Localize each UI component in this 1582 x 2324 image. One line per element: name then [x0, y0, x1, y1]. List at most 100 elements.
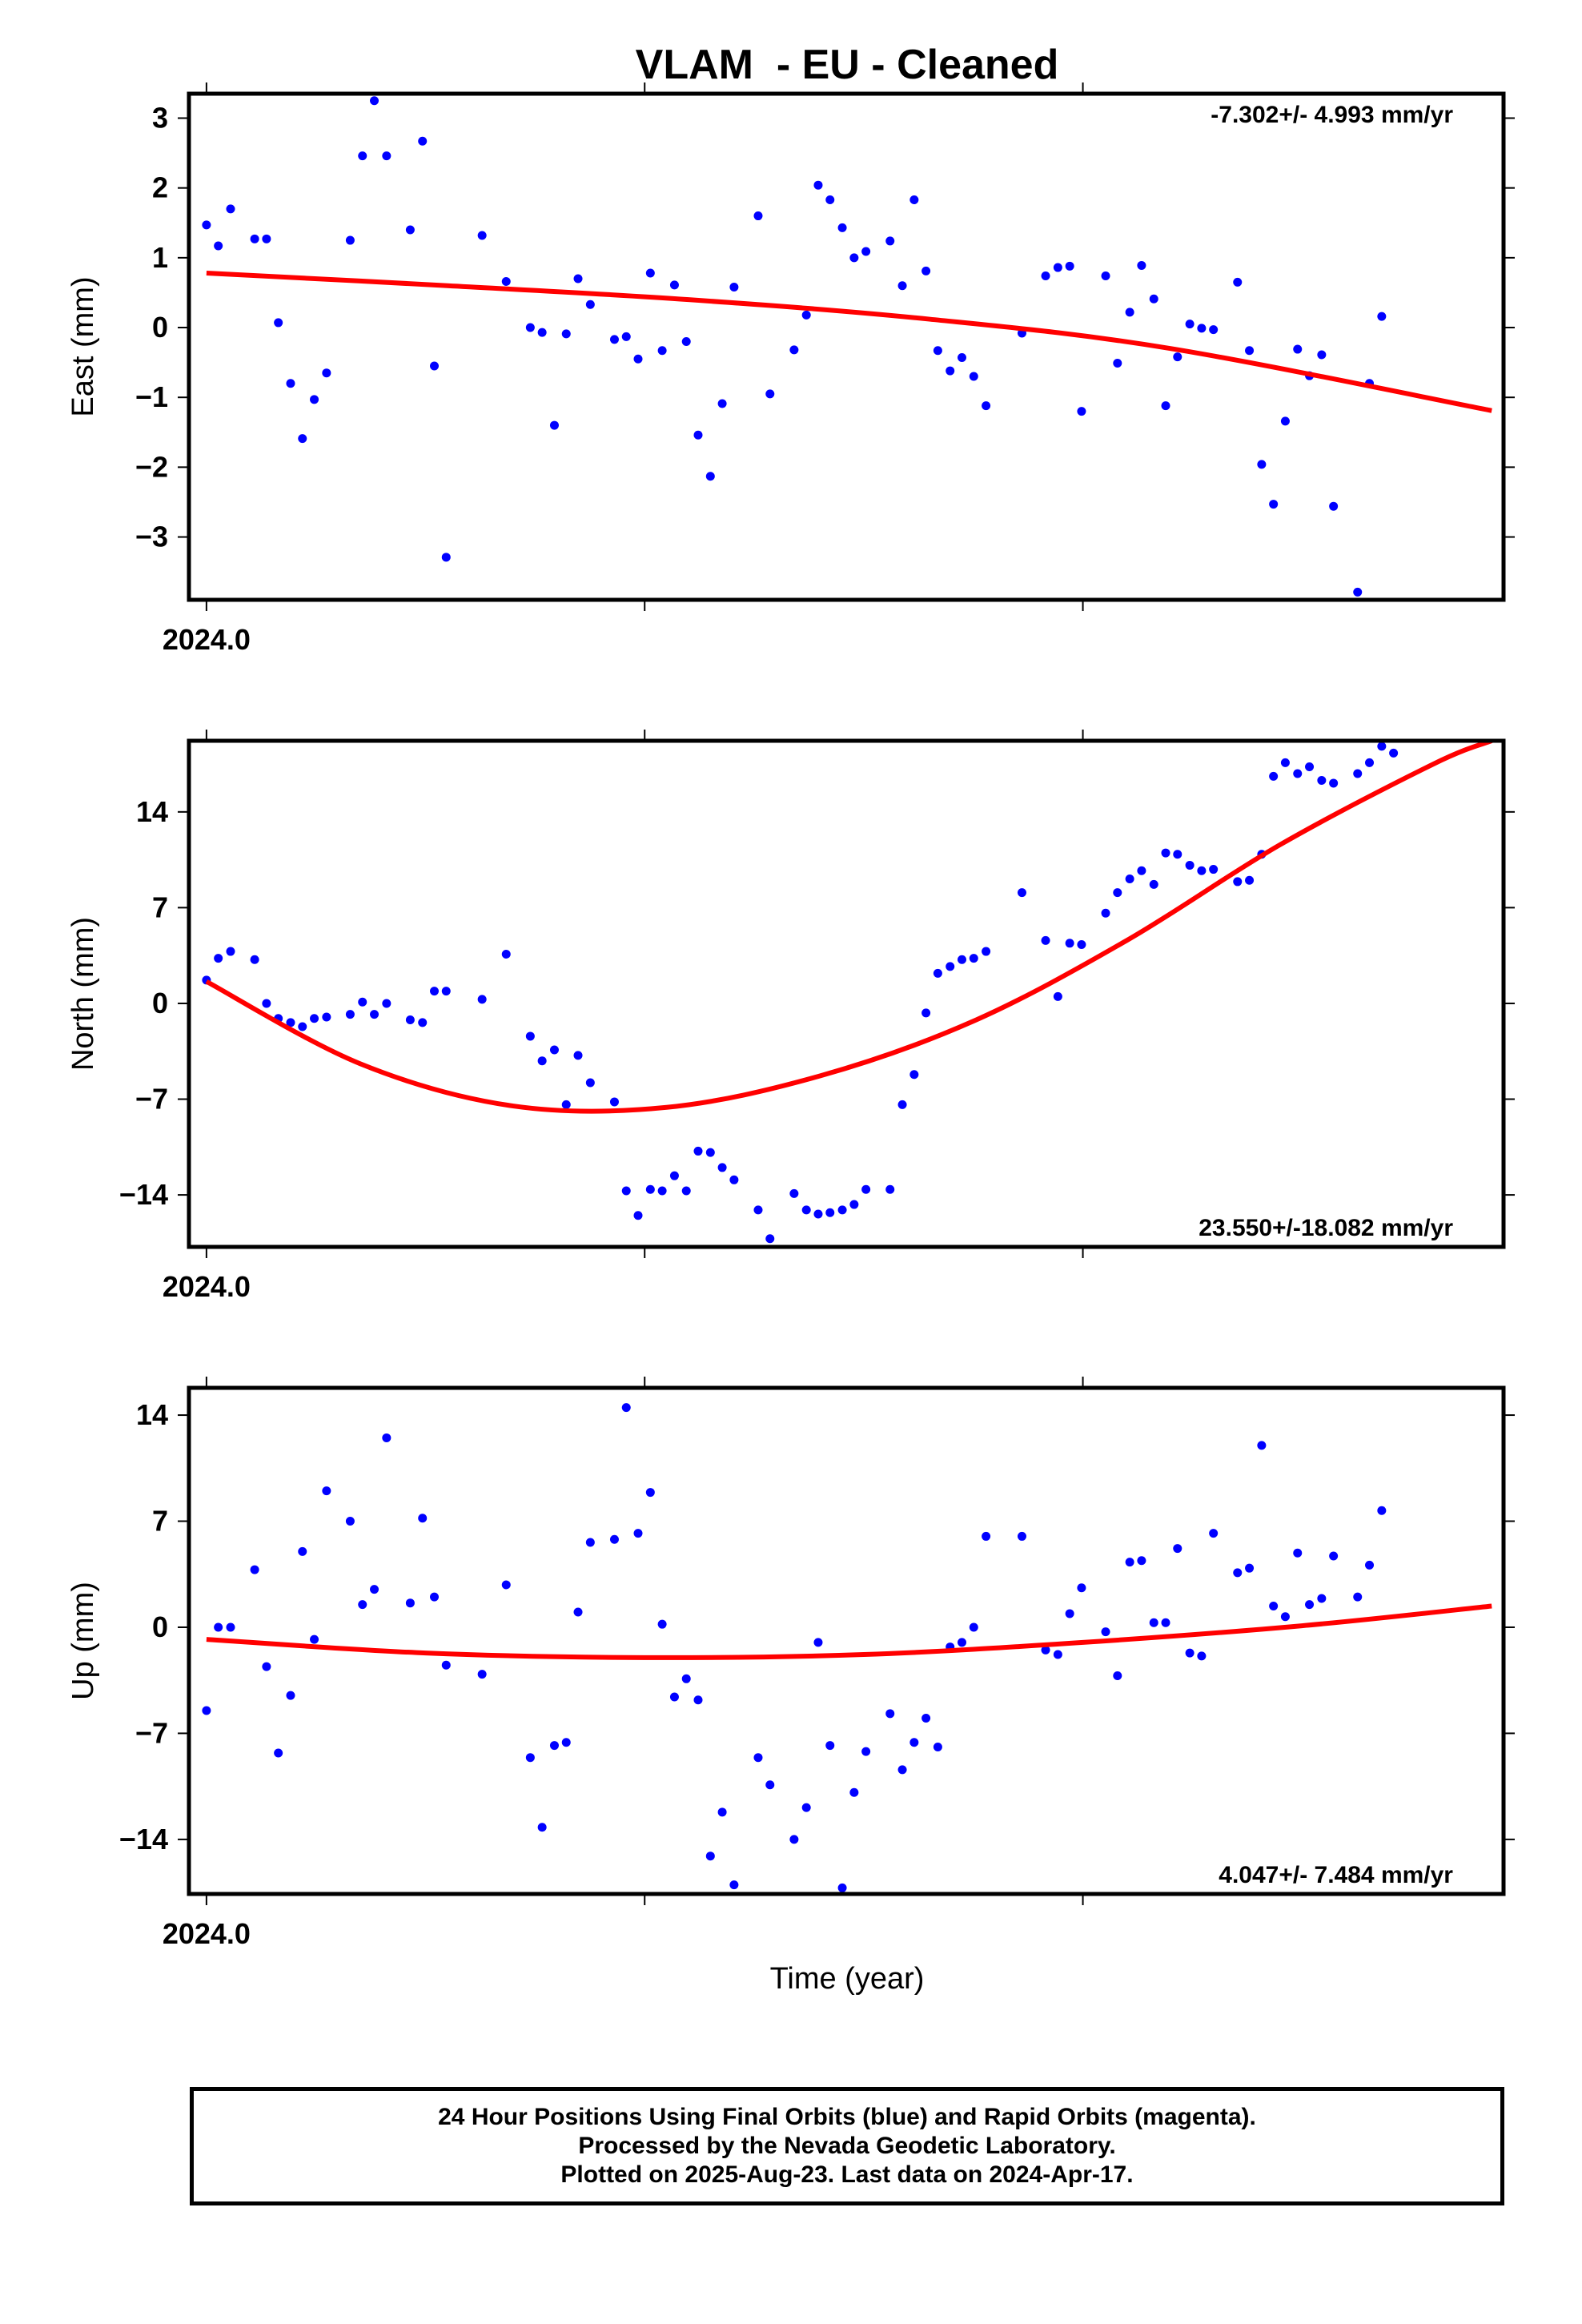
- north-data-point: [1245, 875, 1255, 885]
- east-data-point: [1077, 407, 1086, 416]
- up-data-point: [1209, 1529, 1219, 1538]
- north-data-point: [477, 995, 487, 1004]
- up-points: [202, 0, 1496, 1892]
- up-data-point: [274, 1748, 283, 1758]
- up-data-point: [789, 1835, 799, 1844]
- up-data-point: [226, 1622, 235, 1632]
- up-data-point: [1077, 1583, 1086, 1593]
- east-data-point: [1149, 294, 1158, 304]
- up-ytick-label: −7: [135, 1716, 168, 1749]
- up-data-point: [1329, 1551, 1339, 1561]
- east-data-point: [525, 323, 535, 332]
- east-data-point: [801, 310, 811, 320]
- up-data-point: [837, 1883, 847, 1892]
- north-data-point: [885, 1184, 895, 1194]
- north-data-point: [621, 1186, 631, 1196]
- north-data-point: [837, 1205, 847, 1215]
- north-data-point: [345, 1010, 355, 1019]
- up-data-point: [609, 1534, 619, 1544]
- north-data-point: [681, 1186, 691, 1196]
- panels: −3 −2 −1 0 1 2 3 2024.0 East (mm) -7.302+/- 4.993…: [66, 0, 1515, 1950]
- north-data-point: [1317, 776, 1327, 786]
- footer-line-2: Processed by the Nevada Geodetic Laborat…: [578, 2133, 1116, 2159]
- north-data-point: [789, 1188, 799, 1198]
- north-data-point: [1280, 758, 1290, 767]
- north-data-point: [1197, 866, 1207, 875]
- east-data-point: [1449, 0, 1458, 5]
- up-trend-line: [206, 1603, 1492, 1660]
- north-data-point: [441, 987, 451, 996]
- east-data-point: [1041, 271, 1050, 281]
- up-data-point: [1197, 1651, 1207, 1661]
- east-data-point: [286, 379, 295, 388]
- east-data-point: [1053, 263, 1062, 272]
- east-data-point: [957, 353, 966, 363]
- east-data-point: [669, 280, 679, 290]
- east-data-point: [849, 253, 859, 263]
- north-data-point: [561, 1100, 571, 1109]
- north-data-point: [693, 1146, 703, 1156]
- up-data-point: [921, 1714, 931, 1723]
- up-data-point: [1488, 0, 1496, 5]
- north-data-point: [573, 1051, 583, 1060]
- chart-title: VLAM - EU - Cleaned: [636, 42, 1059, 88]
- north-data-point: [1353, 769, 1363, 778]
- up-data-point: [705, 1852, 715, 1861]
- up-data-point: [537, 1823, 547, 1832]
- north-data-point: [214, 954, 223, 963]
- north-panel: −14 −7 0 7 14 2024.0 North (mm) 23.550+/-18.082…: [66, 0, 1515, 1303]
- up-data-point: [1389, 0, 1398, 5]
- north-data-point: [1365, 758, 1375, 767]
- up-data-point: [1425, 0, 1434, 5]
- up-data-point: [1245, 1563, 1255, 1573]
- up-ylabel: Up (mm): [66, 1582, 100, 1700]
- up-data-point: [585, 1538, 595, 1547]
- up-data-point: [633, 1529, 643, 1538]
- up-ytick-label: 14: [136, 1398, 168, 1431]
- north-data-point: [358, 997, 367, 1007]
- north-data-point: [813, 1209, 823, 1219]
- north-data-point: [1269, 771, 1279, 781]
- up-data-point: [1257, 1441, 1267, 1450]
- x-axis-label: Time (year): [770, 1962, 925, 1996]
- north-data-point: [1017, 888, 1026, 898]
- north-data-point: [585, 1078, 595, 1088]
- east-data-point: [370, 96, 379, 106]
- up-data-point: [753, 1753, 763, 1763]
- up-ytick-label: −14: [119, 1823, 168, 1856]
- north-data-point: [1233, 877, 1243, 887]
- up-data-point: [286, 1691, 295, 1700]
- up-data-point: [681, 1674, 691, 1683]
- east-trend-line: [206, 271, 1492, 413]
- north-ylabel: North (mm): [66, 917, 100, 1071]
- east-data-point: [729, 282, 739, 292]
- east-data-point: [765, 389, 775, 399]
- north-data-point: [633, 1211, 643, 1220]
- north-data-point: [1488, 0, 1496, 5]
- east-data-point: [501, 276, 511, 286]
- up-data-point: [1293, 1548, 1303, 1558]
- east-data-point: [585, 300, 595, 309]
- up-data-point: [1185, 1648, 1195, 1658]
- up-data-point: [621, 1403, 631, 1413]
- up-data-point: [370, 1585, 379, 1594]
- footer-box: 24 Hour Positions Using Final Orbits (bl…: [190, 2087, 1504, 2205]
- up-data-point: [861, 1747, 871, 1756]
- east-data-point: [1101, 271, 1110, 281]
- east-data-point: [1389, 0, 1398, 5]
- up-panel: −14 −7 0 7 14 2024.0 Up (mm) 4.047+/- 7.484 mm/…: [66, 0, 1515, 1950]
- north-rate-label: 23.550+/-18.082 mm/yr: [1199, 1215, 1453, 1241]
- north-data-point: [1437, 0, 1446, 5]
- north-trend-line: [205, 741, 1493, 1114]
- east-data-point: [1173, 352, 1182, 362]
- north-data-point: [717, 1163, 727, 1172]
- up-data-point: [430, 1592, 440, 1602]
- east-data-point: [825, 195, 835, 205]
- north-data-point: [1449, 0, 1458, 5]
- north-data-point: [1053, 991, 1062, 1001]
- north-data-point: [298, 1022, 307, 1031]
- north-data-point: [657, 1186, 667, 1196]
- north-data-point: [861, 1184, 871, 1194]
- up-data-point: [298, 1546, 307, 1556]
- north-data-point: [897, 1100, 907, 1109]
